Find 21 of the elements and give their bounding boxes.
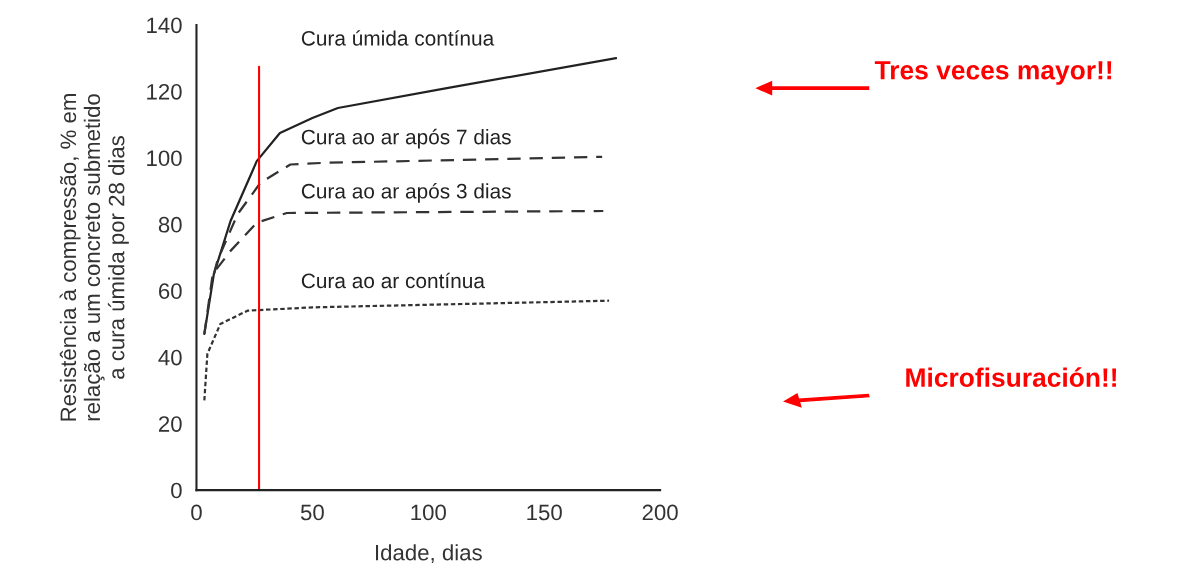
y-tick-label: 0 [171,482,182,499]
y-tick-label: 60 [159,283,182,300]
series-label: Cura ao ar após 7 dias [301,128,511,149]
series-label: Cura ao ar contínua [301,272,485,289]
series-label: Cura úmida contínua [301,30,495,46]
x-tick-label: 150 [527,504,562,521]
x-axis-title: Idade, dias [375,544,482,564]
y-tick-label: 20 [158,416,182,432]
y-tick-label: 40 [158,349,182,366]
y-tick-label: 140 [147,17,182,34]
y-tick-label: 120 [147,83,182,100]
text: Tres veces mayor!! [874,61,1112,85]
x-tick-label: 50 [300,504,324,521]
y-tick-label: 80 [158,216,182,233]
text: Microfisuración!! [906,367,1117,387]
x-tick-label: 0 [191,504,202,521]
y-axis-title: Resistência à compressão, % em relação a um concreto submetido a cura úmida por 28 dias [59,94,129,421]
series-label: Cura ao ar após 3 dias [301,183,511,203]
x-tick-label: 100 [411,504,446,521]
y-tick-label: 100 [147,150,182,167]
x-tick-label: 200 [642,504,678,521]
